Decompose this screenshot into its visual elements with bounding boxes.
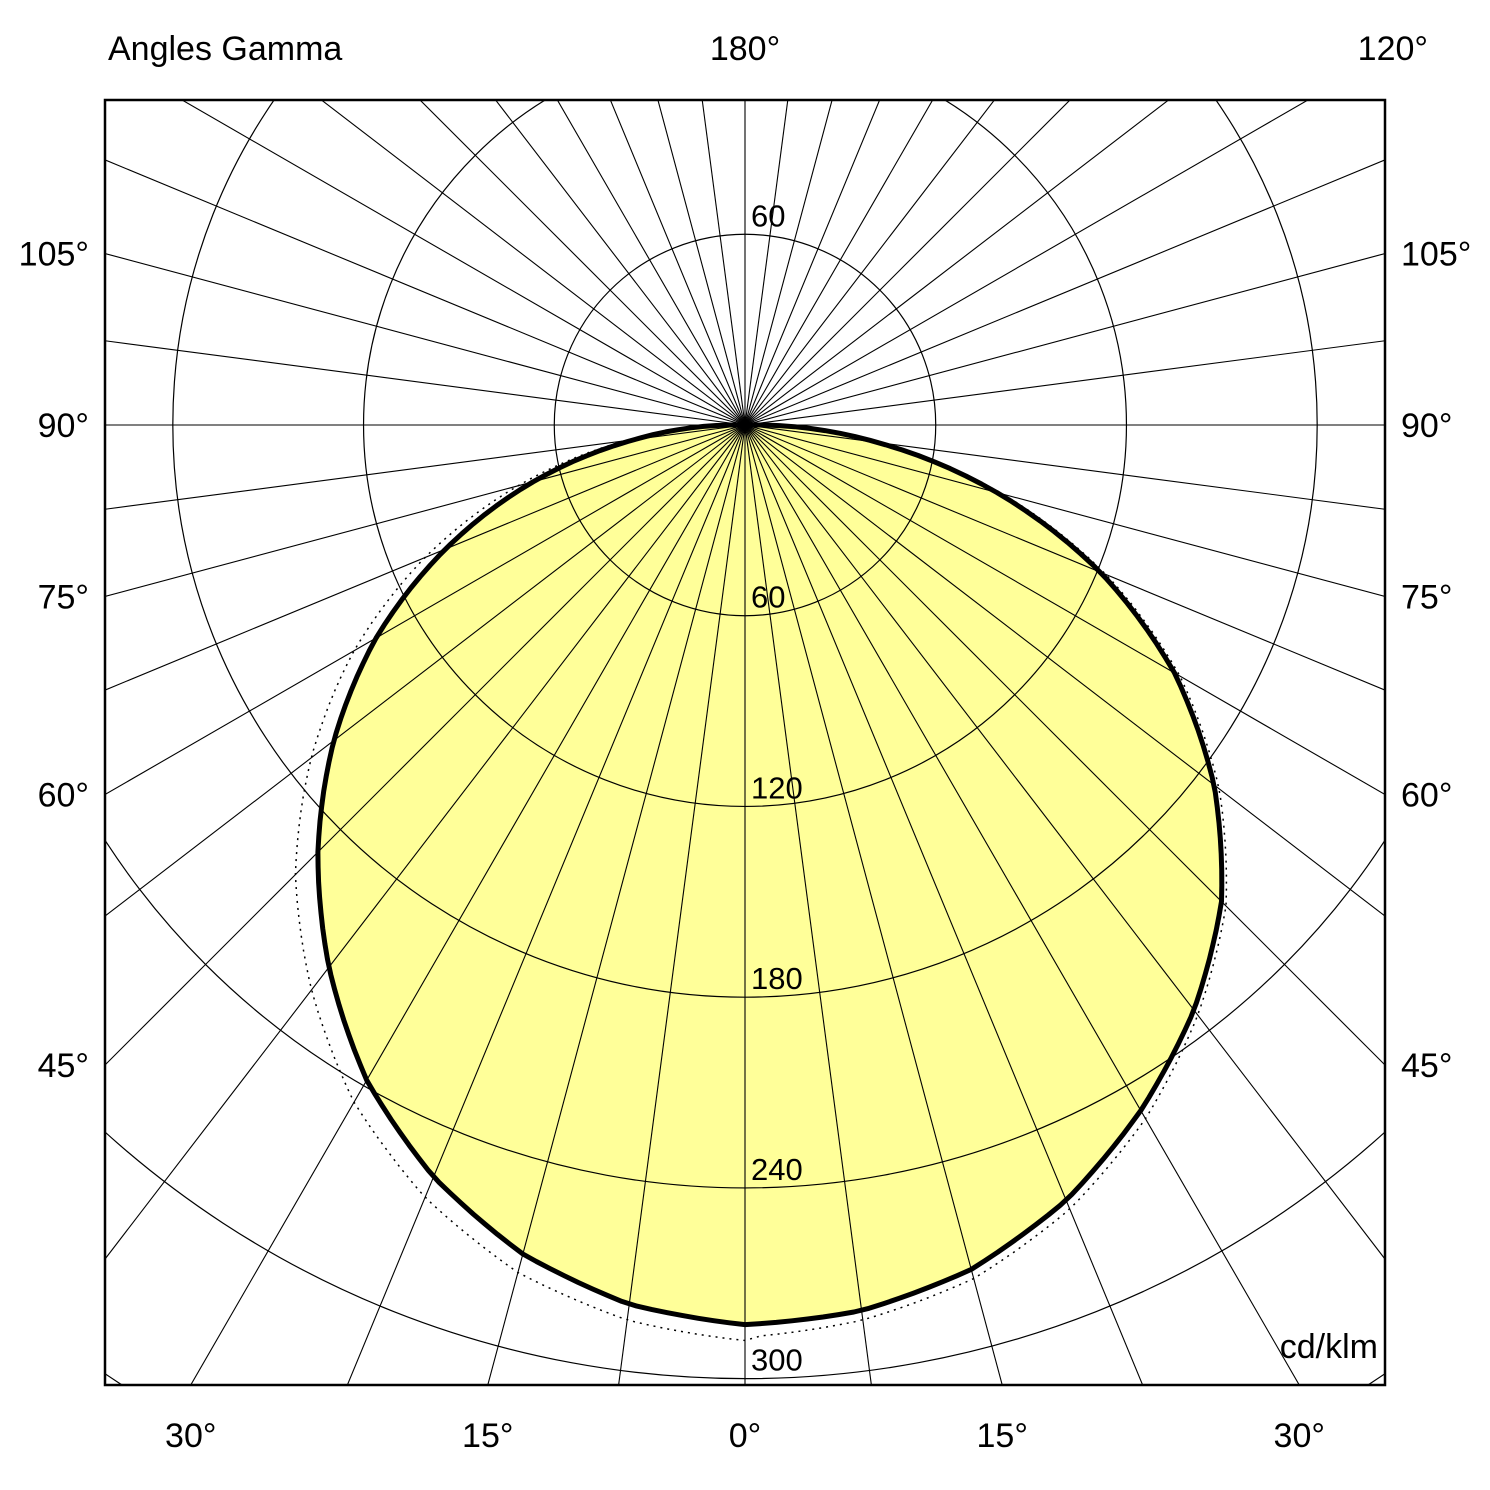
gamma-ray xyxy=(744,424,872,1385)
ring-label-60: 60 xyxy=(751,580,785,615)
gamma-ray xyxy=(494,100,746,426)
gamma-ray xyxy=(744,424,1144,1385)
gamma-label-bottom-1: 15° xyxy=(462,1417,513,1455)
gamma-ray xyxy=(190,424,746,1385)
gamma-ray xyxy=(744,100,934,426)
gamma-label-right-45: 45° xyxy=(1401,1047,1452,1085)
gamma-ray xyxy=(744,424,1003,1385)
gamma-ray xyxy=(105,424,746,917)
gamma-ray xyxy=(657,100,746,426)
gamma-label-bottom-4: 30° xyxy=(1274,1417,1325,1455)
gamma-ray xyxy=(556,100,746,426)
gamma-ray xyxy=(744,252,1385,426)
units-label: cd/klm xyxy=(1279,1328,1378,1366)
gamma-ray xyxy=(105,424,746,1260)
gamma-label-left-105: 105° xyxy=(19,236,89,274)
gamma-ray xyxy=(744,100,789,426)
gamma-ray xyxy=(618,424,746,1385)
gamma-label-left-90: 90° xyxy=(38,407,89,445)
gamma-label-right-105: 105° xyxy=(1401,236,1471,274)
gamma-ray xyxy=(346,424,746,1385)
gamma-ray xyxy=(105,424,746,691)
gamma-ray xyxy=(744,424,1385,510)
gamma-ray xyxy=(744,424,1385,917)
gamma-ray xyxy=(105,424,746,510)
gamma-ray xyxy=(744,424,1385,598)
gamma-label-bottom-2: 0° xyxy=(729,1417,762,1455)
curve-layer xyxy=(294,422,1228,1342)
gamma-label-180: 180° xyxy=(709,30,781,68)
gamma-ray xyxy=(744,100,1310,426)
curve-fill-layer xyxy=(317,425,1222,1325)
gamma-label-left-60: 60° xyxy=(38,777,89,815)
gamma-ray xyxy=(744,100,881,426)
gamma-ray xyxy=(105,424,746,1066)
gamma-label-bottom-3: 15° xyxy=(977,1417,1028,1455)
gamma-ray xyxy=(105,159,746,426)
gamma-ray xyxy=(744,100,833,426)
gamma-label-left-75: 75° xyxy=(38,578,89,616)
chart-title: Angles Gamma xyxy=(108,30,343,68)
gamma-ray xyxy=(744,424,1385,691)
ring-label-300: 300 xyxy=(751,1343,803,1378)
gamma-label-bottom-0: 30° xyxy=(165,1417,216,1455)
gamma-ray xyxy=(744,100,1071,426)
ring-label-120: 120 xyxy=(751,770,803,805)
grid-labels: 60 120 180 240 300 60 105° 90° 75° 60° 45° 105° 90° 7… xyxy=(19,198,1472,1455)
gamma-ray xyxy=(744,340,1385,426)
gamma-ray xyxy=(180,100,746,426)
gamma-ray xyxy=(487,424,746,1385)
gamma-ray xyxy=(105,340,746,426)
gamma-ray xyxy=(744,424,1300,1385)
plot-border xyxy=(103,98,1387,1387)
gamma-ray xyxy=(744,424,1385,1066)
gamma-ray xyxy=(609,100,746,426)
ring-label-180: 180 xyxy=(751,961,803,996)
gamma-label-right-75: 75° xyxy=(1401,578,1452,616)
gamma-ray xyxy=(701,100,746,426)
gamma-ray xyxy=(744,159,1385,426)
gamma-ray xyxy=(744,100,996,426)
gamma-ray xyxy=(744,424,1385,1260)
gamma-ray xyxy=(105,424,746,598)
ring-label-top-60: 60 xyxy=(751,198,785,233)
gamma-ray xyxy=(105,252,746,426)
gamma-ray xyxy=(744,100,1170,426)
gamma-ray xyxy=(105,424,746,796)
ring-label-240: 240 xyxy=(751,1152,803,1187)
intensity-curve-c0-c180 xyxy=(315,422,1225,1328)
gamma-ray xyxy=(744,424,1385,796)
gamma-label-right-60: 60° xyxy=(1401,777,1452,815)
gamma-label-right-90: 90° xyxy=(1401,407,1452,445)
gamma-label-120: 120° xyxy=(1357,30,1428,68)
intensity-curve-fill xyxy=(317,425,1222,1325)
gamma-ray xyxy=(419,100,746,426)
gamma-label-left-45: 45° xyxy=(38,1047,89,1085)
gamma-ray xyxy=(320,100,746,426)
